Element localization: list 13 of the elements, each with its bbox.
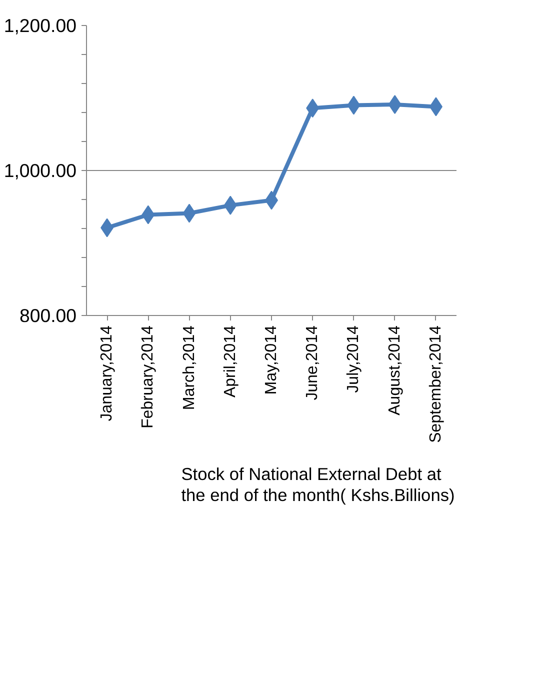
x-tick-label: June,2014	[304, 325, 322, 400]
x-tick-label: February,2014	[140, 325, 157, 428]
x-tick-label: September,2014	[427, 325, 444, 443]
x-tick-label: April,2014	[222, 325, 239, 398]
y-tick-label: 1,200.00	[4, 15, 77, 36]
y-tick-label: 800.00	[19, 305, 76, 326]
x-tick-label: January,2014	[98, 325, 116, 422]
y-tick-label: 1,000.00	[4, 160, 77, 181]
x-tick-label: March,2014	[180, 325, 198, 410]
x-tick-label: July,2014	[345, 325, 362, 393]
x-tick-label: August,2014	[386, 325, 404, 416]
text: Stock of National External Debt at the end of the month( Kshs.Billions)	[181, 464, 455, 506]
x-tick-label: May,2014	[263, 325, 280, 395]
